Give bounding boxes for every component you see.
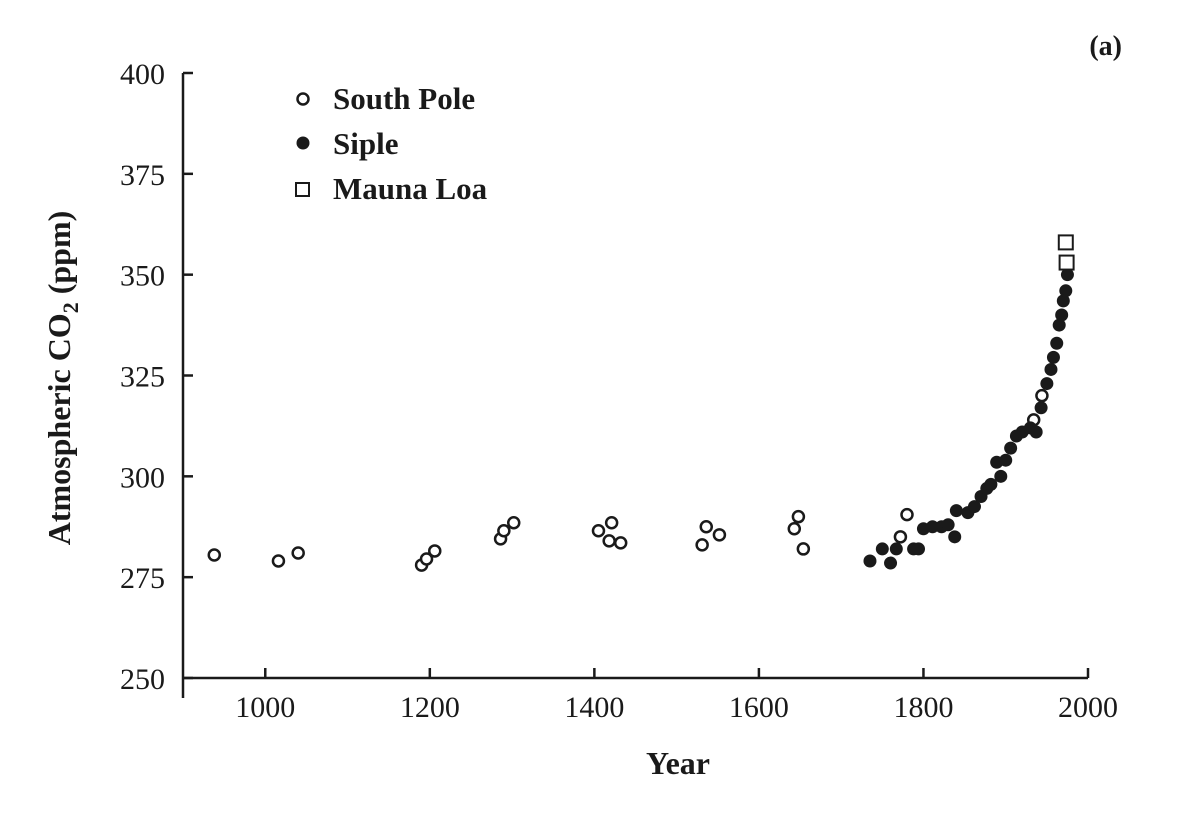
point-siple	[994, 469, 1008, 483]
legend-marker-mauna-loa	[295, 182, 310, 197]
x-tick-label-1400: 1400	[564, 691, 624, 724]
point-south-pole	[1035, 388, 1049, 403]
point-south-pole	[613, 536, 628, 550]
point-siple	[1060, 268, 1074, 282]
point-south-pole	[712, 528, 727, 542]
x-axis-title: Year	[646, 745, 710, 781]
point-south-pole	[893, 530, 908, 544]
point-siple	[1044, 362, 1058, 376]
point-south-pole	[602, 534, 616, 548]
point-siple	[967, 500, 981, 514]
y-tick-label-400: 400	[120, 58, 165, 91]
point-south-pole	[791, 509, 806, 524]
point-south-pole	[900, 507, 914, 522]
point-siple	[1055, 308, 1069, 322]
legend-label-siple: Siple	[333, 126, 398, 161]
y-axis-title: Atmospheric CO2 (ppm)	[41, 211, 83, 546]
point-siple	[875, 542, 889, 556]
point-siple	[1046, 350, 1060, 364]
point-south-pole	[591, 524, 606, 538]
point-siple	[1050, 336, 1064, 350]
panel-label: (a)	[1089, 31, 1122, 62]
point-south-pole	[291, 546, 305, 560]
point-siple	[999, 453, 1013, 467]
y-tick-label-350: 350	[120, 260, 165, 293]
point-siple	[949, 504, 963, 518]
x-tick-label-1600: 1600	[729, 691, 789, 724]
legend-marker-siple	[296, 136, 310, 150]
point-siple	[912, 542, 926, 556]
y-axis-title-main: Atmospheric CO	[41, 313, 77, 545]
point-siple	[926, 520, 940, 534]
point-siple	[1040, 377, 1054, 391]
y-axis-title-subscript: 2	[58, 302, 83, 313]
point-siple	[1029, 425, 1043, 439]
point-mauna-loa	[1057, 234, 1074, 251]
point-siple	[1059, 284, 1073, 298]
point-siple	[1056, 294, 1070, 308]
point-south-pole	[428, 544, 442, 558]
point-south-pole	[699, 520, 714, 534]
legend-label-mauna-loa: Mauna Loa	[333, 171, 488, 206]
legend-marker-south-pole	[296, 92, 310, 106]
point-siple	[941, 518, 955, 532]
y-tick-label-275: 275	[120, 562, 165, 595]
point-south-pole	[695, 538, 709, 552]
point-south-pole	[419, 552, 434, 566]
y-tick-label-250: 250	[120, 663, 165, 696]
legend: South Pole Siple Mauna Loa	[295, 81, 488, 206]
x-tick-label-2000: 2000	[1058, 691, 1118, 724]
point-south-pole	[506, 515, 521, 530]
x-tick-label-1000: 1000	[235, 691, 295, 724]
point-south-pole	[271, 554, 286, 568]
y-axis-title-unit: (ppm)	[41, 211, 77, 303]
x-tick-label-1800: 1800	[893, 691, 953, 724]
legend-label-south-pole: South Pole	[333, 81, 475, 116]
point-siple	[889, 542, 903, 556]
point-siple	[1034, 401, 1048, 415]
x-tick-label-1200: 1200	[400, 691, 460, 724]
y-tick-label-300: 300	[120, 461, 165, 494]
y-ticks: 250 275 300 325 350 375 400	[120, 58, 193, 696]
y-tick-label-375: 375	[120, 159, 165, 192]
axes	[181, 73, 1088, 698]
point-siple	[863, 554, 877, 568]
point-siple	[1052, 318, 1066, 332]
point-south-pole	[604, 515, 619, 530]
point-siple	[948, 530, 962, 544]
data-points	[207, 234, 1075, 572]
point-south-pole	[207, 548, 222, 562]
y-tick-label-325: 325	[120, 361, 165, 394]
point-siple	[984, 477, 998, 491]
point-south-pole	[796, 542, 811, 556]
point-south-pole	[787, 522, 802, 536]
point-mauna-loa	[1058, 254, 1075, 271]
point-south-pole	[497, 524, 511, 538]
point-siple	[1004, 441, 1018, 455]
x-ticks: 1000 1200 1400 1600 1800 2000	[235, 668, 1118, 724]
point-siple	[884, 556, 898, 570]
